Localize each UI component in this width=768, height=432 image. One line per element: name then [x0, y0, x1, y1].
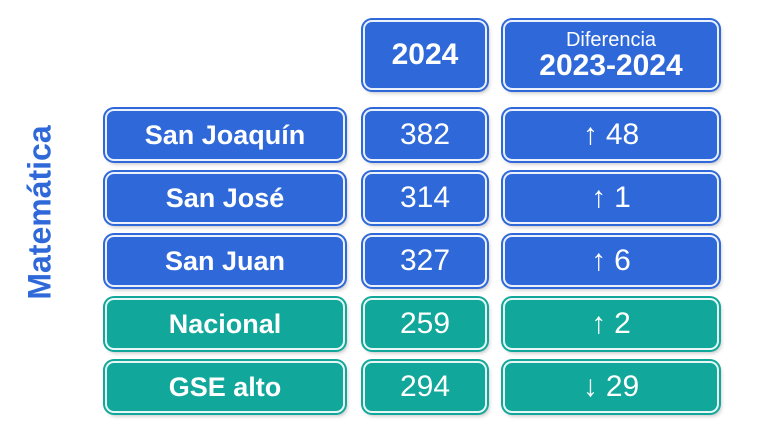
row-label: GSE alto — [105, 361, 345, 413]
row-score-text: 294 — [399, 370, 451, 403]
row-label-text: GSE alto — [168, 371, 282, 402]
row-score: 327 — [363, 235, 487, 287]
row-label: Nacional — [105, 298, 345, 350]
row-label: San José — [105, 172, 345, 224]
row-difference: ↑ 48 — [503, 109, 719, 161]
arrow-up-icon: ↑ — [591, 244, 607, 277]
row-score: 259 — [363, 298, 487, 350]
row-difference-text: 48 — [605, 118, 640, 151]
arrow-up-icon: ↑ — [591, 181, 607, 214]
subject-label-container: Matemática — [20, 105, 60, 320]
header-diff-years: 2023-2024 — [539, 48, 683, 82]
row-label-text: San Juan — [164, 245, 286, 276]
subject-label: Matemática — [21, 125, 58, 300]
row-score: 294 — [363, 361, 487, 413]
row-score: 382 — [363, 109, 487, 161]
row-score-text: 259 — [399, 307, 451, 340]
arrow-up-icon: ↑ — [582, 118, 598, 151]
row-label: San Juan — [105, 235, 345, 287]
row-score-text: 382 — [399, 118, 451, 151]
row-score-text: 314 — [399, 181, 451, 214]
row-difference-text: 29 — [605, 370, 640, 403]
header-year: 2024 — [363, 20, 487, 90]
header-diff-title: Diferencia — [565, 28, 657, 51]
row-label-text: Nacional — [168, 308, 282, 339]
row-score-text: 327 — [399, 244, 451, 277]
row-label: San Joaquín — [105, 109, 345, 161]
row-difference: ↑ 6 — [503, 235, 719, 287]
arrow-up-icon: ↑ — [591, 307, 607, 340]
row-score: 314 — [363, 172, 487, 224]
arrow-down-icon: ↓ — [582, 370, 598, 403]
row-difference: ↓ 29 — [503, 361, 719, 413]
row-label-text: San José — [165, 182, 285, 213]
row-difference: ↑ 1 — [503, 172, 719, 224]
row-difference-text: 6 — [614, 244, 631, 277]
row-difference-text: 2 — [614, 307, 631, 340]
header-difference: Diferencia 2023-2024 — [503, 20, 719, 90]
row-label-text: San Joaquín — [144, 119, 306, 150]
row-difference: ↑ 2 — [503, 298, 719, 350]
header-year-text: 2024 — [391, 38, 459, 71]
row-difference-text: 1 — [614, 181, 631, 214]
